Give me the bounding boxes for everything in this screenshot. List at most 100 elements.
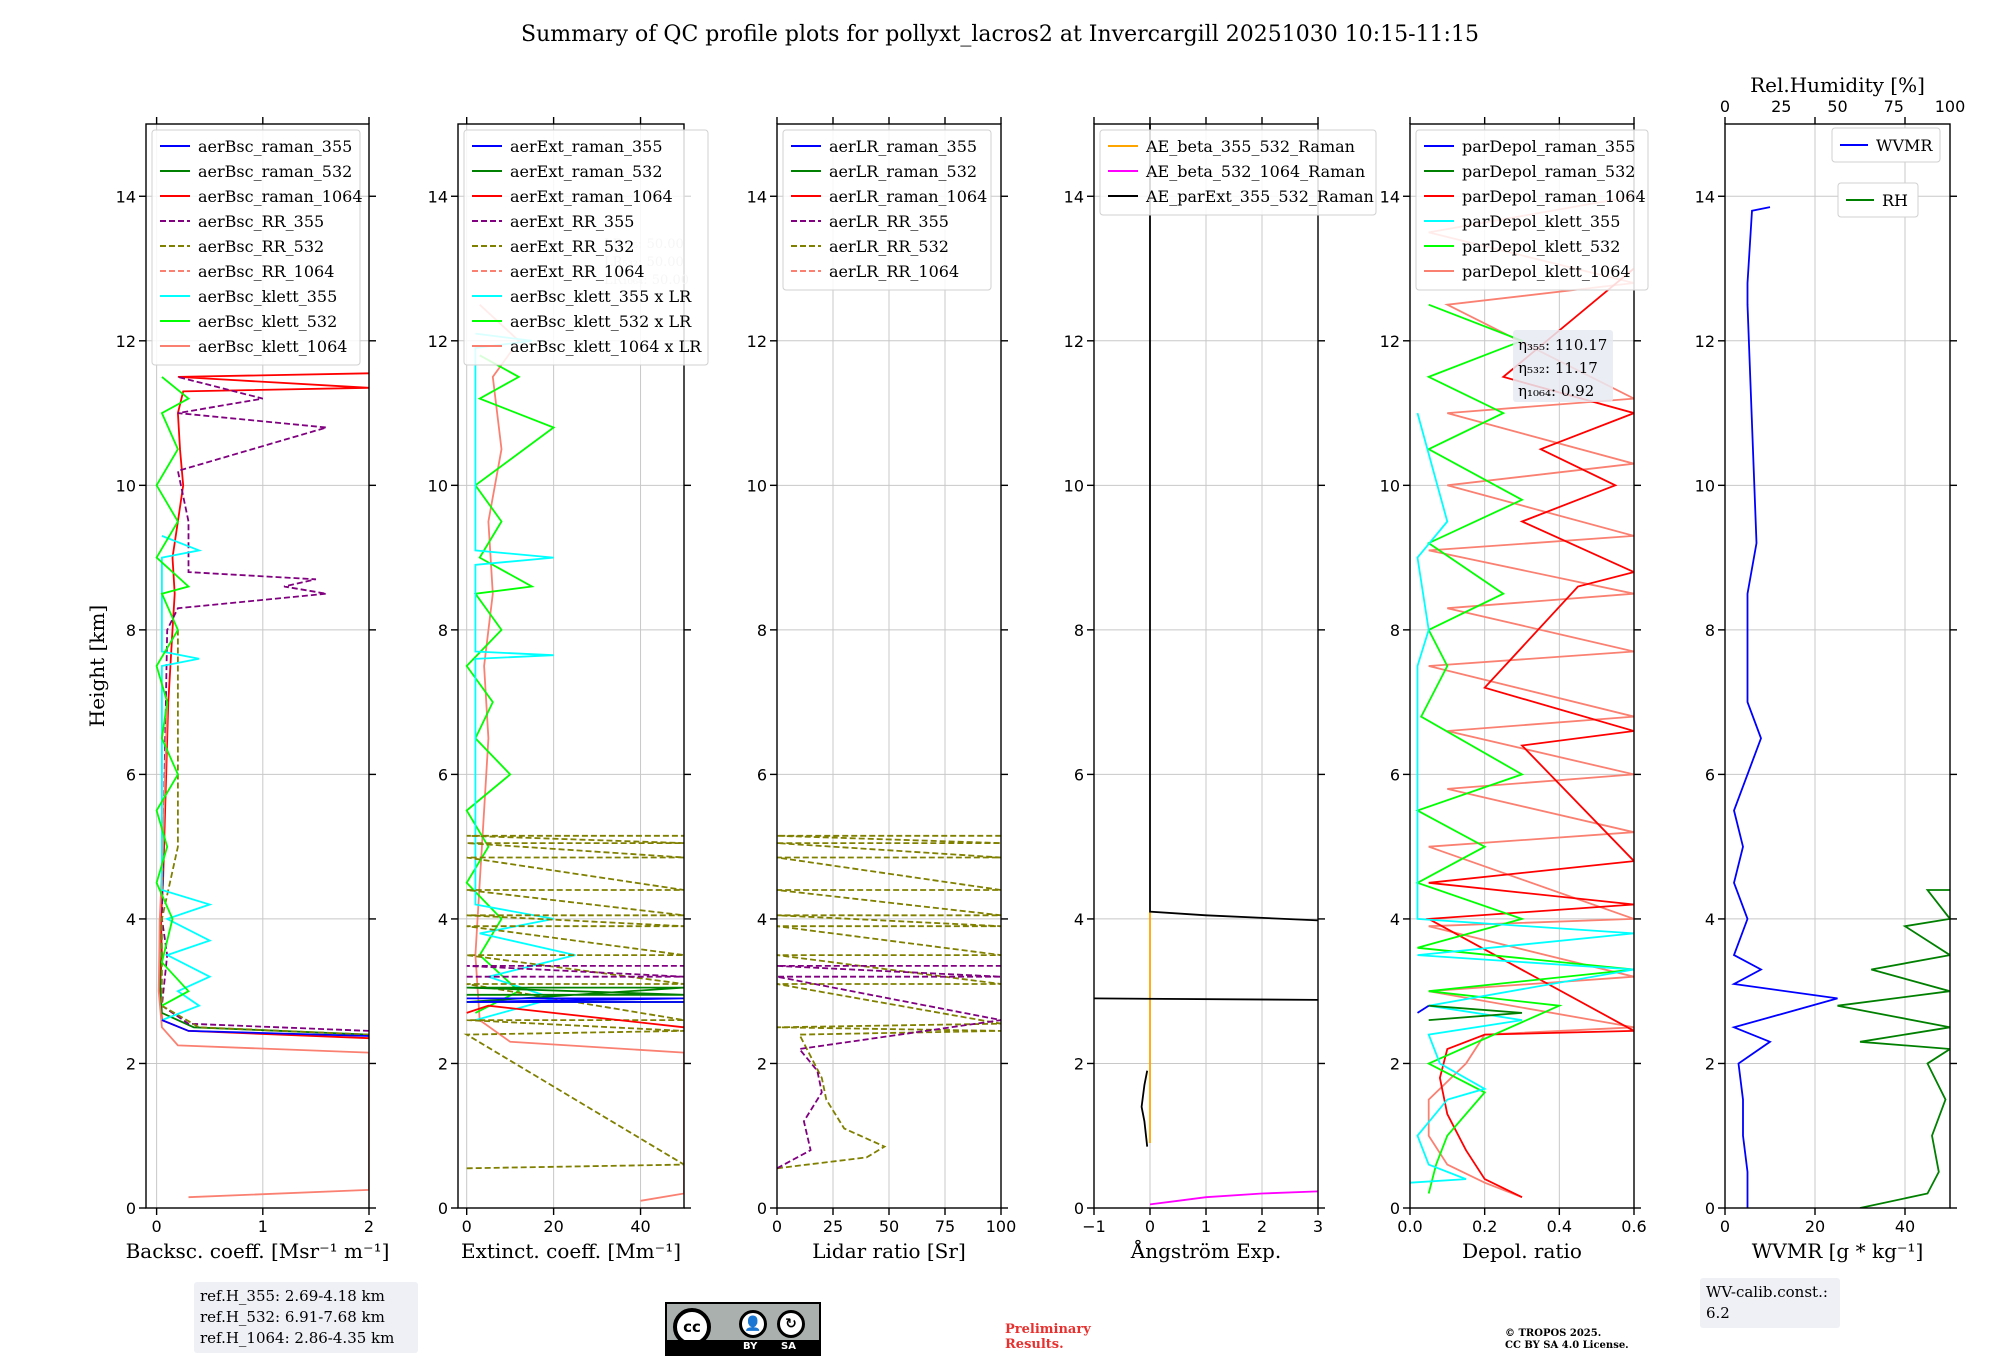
legend-label: aerBsc_raman_1064	[198, 187, 363, 206]
legend-label: aerBsc_klett_355 x LR	[510, 287, 692, 306]
y-tick-label: 6	[757, 765, 767, 784]
series-line-aerBsc_klett_532	[155, 376, 191, 1007]
cc-by-label: BY	[743, 1341, 758, 1352]
legend-box	[463, 129, 709, 366]
legend-label: AE_beta_532_1064_Raman	[1145, 162, 1365, 181]
y-tick-label: 6	[1705, 765, 1715, 784]
ref-height-1064: ref.H_1064: 2.86-4.35 km	[200, 1329, 395, 1347]
legend-box	[782, 129, 992, 291]
y-tick-label: 8	[438, 621, 448, 640]
series-line-aerBsc_RR_355	[160, 376, 369, 1032]
cc-sa-label: SA	[781, 1341, 796, 1352]
copyright-note: © TROPOS 2025. CC BY SA 4.0 License.	[1505, 1328, 1629, 1352]
y-tick-label: 10	[116, 476, 136, 495]
x-tick-label: 100	[986, 1217, 1017, 1236]
eta-label: η₅₃₂: 11.17	[1518, 359, 1598, 377]
legend-label: AE_parExt_355_532_Raman	[1145, 187, 1374, 206]
preliminary-line-1: Preliminary	[1005, 1322, 1091, 1337]
legend-label: parDepol_klett_1064	[1462, 262, 1631, 281]
panel-water_vapor: 0 20 40 0 2 4 6 8 10 12 14 0 25 50 75 100 Rel.Humidity […	[1695, 73, 1966, 1263]
y-tick-label: 12	[1380, 332, 1400, 351]
series-line-aerBsc_raman_532	[158, 918, 369, 1036]
x-tick-label: −1	[1082, 1217, 1106, 1236]
eta-label: η₃₅₅: 110.17	[1518, 336, 1607, 354]
series-line-aerExt_raman_355	[466, 997, 684, 1003]
legend-label: aerBsc_RR_355	[198, 212, 324, 231]
x-axis-label: Ångström Exp.	[1130, 1238, 1281, 1263]
series-group	[463, 304, 684, 1202]
legend-label: aerBsc_klett_532	[198, 312, 337, 331]
x-tick-label: 40	[630, 1217, 650, 1236]
legend-label: aerBsc_RR_532	[198, 237, 324, 256]
series-line-aerBsc_RR_532	[160, 629, 369, 1036]
y-tick-label: 6	[126, 765, 136, 784]
y-tick-label: 14	[1695, 187, 1715, 206]
legend-label: aerExt_raman_532	[510, 162, 663, 181]
x-tick-label: 0.4	[1547, 1217, 1572, 1236]
x-tick-label: 50	[879, 1217, 899, 1236]
series-line-aerBsc_klett_355 x LR	[474, 332, 576, 1021]
legend-label: aerBsc_klett_532 x LR	[510, 312, 692, 331]
legend-label: aerExt_RR_532	[510, 237, 634, 256]
legend-label: aerExt_RR_355	[510, 212, 634, 231]
ref-height-355: ref.H_355: 2.69-4.18 km	[200, 1287, 385, 1305]
reference-heights-box: ref.H_355: 2.69-4.18 km ref.H_532: 6.91-…	[194, 1282, 418, 1353]
legend-label: aerLR_raman_355	[829, 137, 977, 156]
legend-label: parDepol_raman_532	[1462, 162, 1635, 181]
axes-frame	[457, 123, 685, 1209]
y-tick-label: 4	[1390, 910, 1400, 929]
legend-label: aerBsc_raman_355	[198, 137, 352, 156]
y-axis-label: Height [km]	[85, 605, 109, 727]
series-group	[155, 372, 369, 1199]
y-tick-label: 14	[428, 187, 448, 206]
x-tick-label: 1	[1201, 1217, 1211, 1236]
axes-frame	[145, 123, 370, 1209]
legend-label: aerBsc_klett_355	[198, 287, 337, 306]
y-tick-label: 2	[1390, 1054, 1400, 1073]
cc-license-badge: cc 👤 ↻ BY SA	[665, 1302, 821, 1356]
x-tick-label: 25	[823, 1217, 843, 1236]
cc-badge-band	[667, 1340, 819, 1354]
series-line-parDepol_raman_532	[1428, 1004, 1523, 1021]
legend-label: aerBsc_raman_532	[198, 162, 352, 181]
legend-label: RH	[1882, 191, 1908, 210]
axes-frame	[1409, 123, 1635, 1209]
x-tick-label: 3	[1313, 1217, 1323, 1236]
legend-label: parDepol_raman_1064	[1462, 187, 1646, 206]
top-x-axis-label: Rel.Humidity [%]	[1750, 73, 1925, 97]
series-group	[1410, 195, 1634, 1199]
x-tick-label: 0.6	[1621, 1217, 1646, 1236]
ref-height-532: ref.H_532: 6.91-7.68 km	[200, 1308, 385, 1326]
series-line-parDepol_klett_1064	[1427, 195, 1634, 1199]
x-tick-label: 75	[935, 1217, 955, 1236]
legend-label: AE_beta_355_532_Raman	[1145, 137, 1355, 156]
legend-label: aerLR_raman_1064	[829, 187, 987, 206]
axes-frame	[1724, 123, 1951, 1209]
y-tick-label: 10	[428, 476, 448, 495]
y-tick-label: 4	[438, 910, 448, 929]
legend-label: aerBsc_klett_1064 x LR	[510, 337, 702, 356]
series-line-aerBsc_klett_532 x LR	[465, 354, 556, 1014]
series-line-aerExt_raman_1064	[466, 1004, 684, 1029]
series-line-AE_beta_532_1064_Raman	[1149, 1190, 1318, 1206]
x-tick-label: 1	[258, 1217, 268, 1236]
series-group	[777, 834, 1001, 1170]
legend-label: aerLR_RR_1064	[829, 262, 959, 281]
series-line-aerBsc_klett_355	[160, 535, 213, 1021]
top-x-tick-label: 25	[1771, 97, 1791, 116]
x-tick-label: 0.0	[1397, 1217, 1422, 1236]
y-tick-label: 0	[1390, 1199, 1400, 1218]
top-x-tick-label: 75	[1884, 97, 1904, 116]
y-tick-label: 10	[1064, 476, 1084, 495]
x-tick-label: 0	[462, 1217, 472, 1236]
y-tick-label: 10	[747, 476, 767, 495]
x-axis-label: WVMR [g * kg⁻¹]	[1752, 1239, 1924, 1263]
x-axis-label: Extinct. coeff. [Mm⁻¹]	[461, 1239, 681, 1263]
series-group	[1094, 124, 1318, 1206]
wv-calib-box: WV-calib.const.: 6.2	[1700, 1278, 1840, 1328]
legend-box	[1837, 182, 1919, 218]
legend-label: aerExt_RR_1064	[510, 262, 645, 281]
